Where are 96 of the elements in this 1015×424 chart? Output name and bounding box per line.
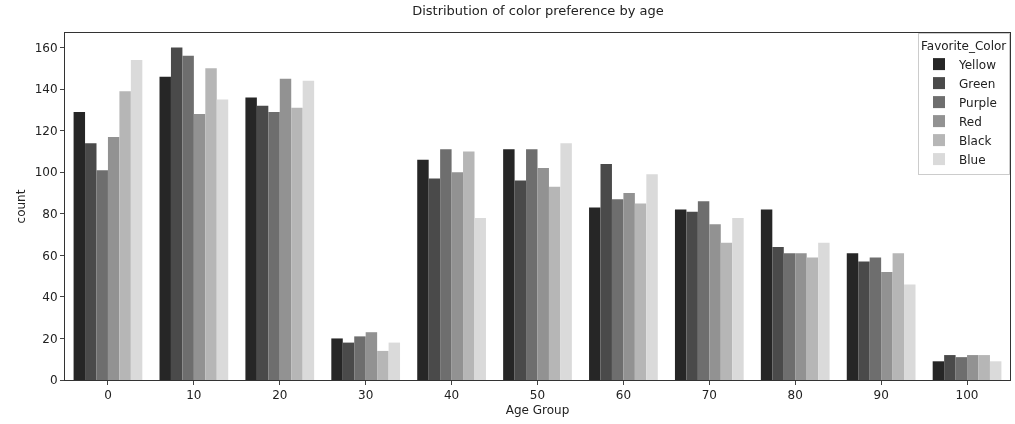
bar [256, 105, 269, 380]
bar [904, 284, 916, 380]
bar [846, 253, 859, 380]
x-tick-label: 10 [186, 388, 202, 403]
y-tick-label: 100 [34, 165, 58, 180]
y-tick-label: 120 [34, 123, 58, 138]
bar [354, 336, 366, 380]
y-axis-title: count [13, 189, 28, 224]
bar [440, 149, 452, 380]
bar [73, 111, 86, 380]
bar [526, 149, 538, 380]
bar [818, 242, 830, 380]
x-tick-label: 60 [615, 388, 632, 403]
bar [720, 242, 733, 380]
legend-label: Blue [959, 152, 986, 167]
y-tick-label: 140 [34, 82, 58, 97]
y-tick-label: 80 [42, 206, 58, 221]
bar [96, 170, 108, 380]
x-tick-label: 80 [787, 388, 803, 403]
legend-label: Black [959, 133, 992, 148]
bar [302, 80, 315, 380]
bar [806, 257, 819, 380]
bar [697, 201, 710, 380]
bar [686, 211, 698, 380]
bar [463, 151, 475, 380]
bar [589, 207, 601, 380]
x-tick-label: 0 [104, 388, 112, 403]
y-tick-label: 160 [34, 40, 58, 55]
bar [772, 247, 784, 380]
bar [709, 224, 721, 380]
legend-label: Yellow [958, 57, 997, 72]
bar [548, 186, 561, 380]
x-tick-label: 70 [701, 388, 717, 403]
bar [989, 361, 1002, 380]
bar [193, 114, 206, 380]
x-tick-label: 40 [443, 388, 460, 403]
bar [342, 342, 355, 380]
y-tick-label: 0 [49, 373, 58, 388]
x-tick-label: 90 [873, 388, 889, 403]
bar [858, 261, 870, 380]
bar [869, 257, 882, 380]
bar [107, 136, 120, 380]
x-tick-label: 100 [955, 388, 979, 403]
bar [944, 355, 956, 380]
x-axis-title: Age Group [505, 403, 570, 418]
bar [611, 199, 624, 380]
bar [170, 47, 183, 380]
bar [537, 168, 549, 380]
x-tick-label: 20 [272, 388, 288, 403]
bar [881, 271, 893, 380]
bar [245, 97, 257, 380]
bar [365, 332, 378, 380]
bar [623, 192, 635, 380]
bar [417, 159, 429, 380]
bar [732, 217, 744, 380]
bar [474, 217, 486, 380]
y-tick-label: 20 [42, 331, 58, 346]
y-tick-label: 60 [42, 248, 58, 263]
legend-label: Green [959, 76, 996, 91]
y-tick-label: 40 [42, 290, 58, 305]
bar [967, 355, 979, 380]
bar [216, 99, 229, 380]
bar [428, 178, 441, 380]
bar [634, 203, 647, 380]
bar [646, 174, 658, 380]
bar [377, 350, 389, 380]
bar [503, 149, 515, 380]
bar [783, 253, 796, 380]
x-tick-label: 50 [529, 388, 546, 403]
bar [892, 253, 905, 380]
bar [514, 180, 527, 380]
bar [600, 163, 612, 380]
bar [159, 76, 171, 380]
bar [978, 355, 990, 380]
bar [291, 107, 303, 380]
bar [205, 68, 217, 380]
bar [130, 60, 143, 380]
bar [279, 78, 292, 380]
bar [85, 143, 97, 380]
legend-title: Favorite_Color [921, 38, 1007, 53]
bar [388, 342, 401, 380]
bar [119, 91, 131, 380]
bar [955, 357, 968, 380]
bar [674, 209, 687, 380]
bar [560, 143, 572, 380]
bar [760, 209, 773, 380]
bar [451, 172, 464, 380]
bar [268, 111, 280, 380]
x-tick-label: 30 [358, 388, 374, 403]
chart-title: Distribution of color preference by age [412, 3, 664, 19]
legend-label: Purple [959, 95, 997, 110]
bar [182, 55, 194, 380]
legend-label: Red [959, 114, 982, 129]
bar [331, 338, 343, 380]
bar [932, 361, 945, 380]
bar [795, 253, 807, 380]
